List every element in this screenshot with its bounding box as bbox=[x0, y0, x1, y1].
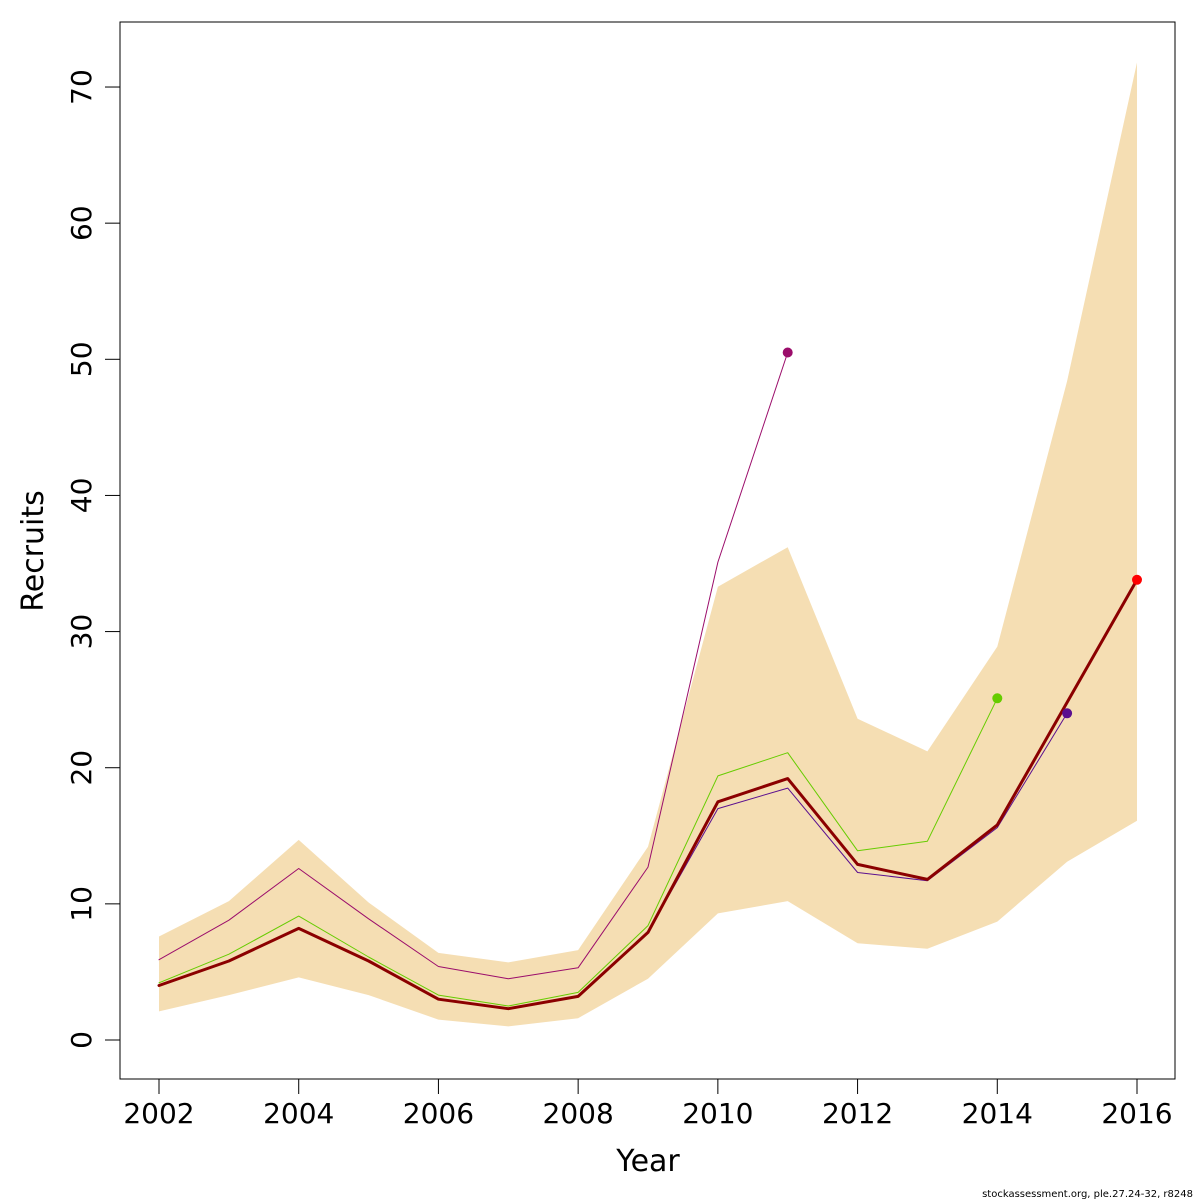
x-tick-label-2014: 2014 bbox=[962, 1097, 1033, 1130]
endpoint-marker-2011 bbox=[782, 347, 793, 358]
endpoint-marker-2016 bbox=[1132, 574, 1142, 585]
y-axis: 0 10 20 30 40 50 60 70 bbox=[65, 69, 121, 1049]
y-axis-title: Recruits bbox=[16, 490, 51, 612]
x-axis-title: Year bbox=[615, 1144, 680, 1179]
y-tick-label-10: 10 bbox=[65, 886, 98, 922]
y-tick-label-60: 60 bbox=[65, 205, 98, 241]
y-tick-label-0: 0 bbox=[65, 1031, 98, 1049]
x-tick-label-2016: 2016 bbox=[1101, 1097, 1172, 1130]
x-tick-label-2010: 2010 bbox=[682, 1097, 753, 1130]
endpoint-marker-2014 bbox=[992, 693, 1003, 704]
y-tick-label-20: 20 bbox=[65, 750, 98, 786]
x-tick-label-2006: 2006 bbox=[403, 1097, 474, 1130]
x-tick-label-2002: 2002 bbox=[123, 1097, 194, 1130]
confidence-band bbox=[159, 62, 1137, 1027]
x-tick-label-2004: 2004 bbox=[263, 1097, 334, 1130]
endpoint-marker-2015 bbox=[1062, 708, 1073, 719]
series-line-3 bbox=[158, 697, 998, 1007]
x-axis: 2002 2004 2006 2008 2010 2012 2014 2016 bbox=[123, 1078, 1173, 1130]
series-line-2 bbox=[158, 352, 789, 980]
y-tick-label-30: 30 bbox=[65, 614, 98, 650]
series-layer bbox=[157, 352, 1139, 1011]
endpoint-layer bbox=[782, 347, 1142, 719]
x-tick-label-2008: 2008 bbox=[543, 1097, 614, 1130]
y-tick-label-40: 40 bbox=[65, 478, 98, 514]
confidence-band-layer bbox=[159, 62, 1137, 1027]
x-tick-label-2012: 2012 bbox=[822, 1097, 893, 1130]
y-tick-label-70: 70 bbox=[65, 69, 98, 105]
credit-text: stockassessment.org, ple.27.24-32, r8248 bbox=[982, 1189, 1193, 1200]
y-tick-label-50: 50 bbox=[65, 341, 98, 377]
series-line-1 bbox=[157, 578, 1139, 1011]
